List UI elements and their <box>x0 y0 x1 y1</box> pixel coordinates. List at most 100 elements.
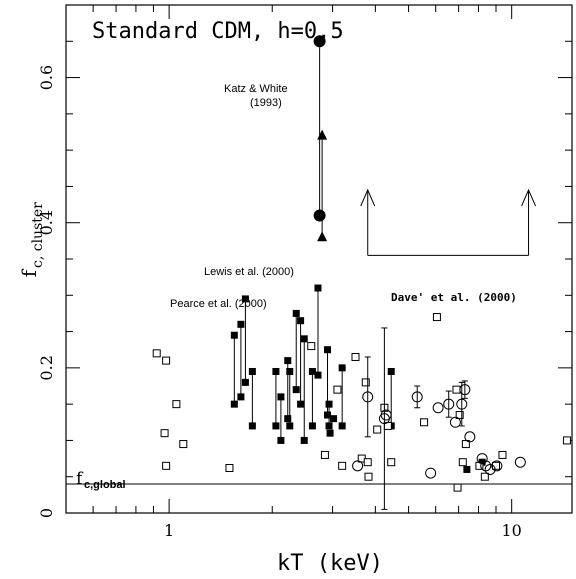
dave-arrow-head <box>360 188 376 207</box>
open-square-point <box>225 464 234 473</box>
open-square-point <box>458 458 467 467</box>
x-tick-label: 10 <box>501 521 521 540</box>
y-tick-label: 0 <box>37 508 56 518</box>
pearce-point <box>308 367 316 375</box>
y-tick-label: 0.6 <box>37 65 56 90</box>
katz-white-point <box>313 35 326 48</box>
x-tick-label: 1 <box>164 521 174 540</box>
open-square-point <box>480 472 489 481</box>
pearce-point <box>277 393 285 401</box>
pearce-point <box>277 436 285 444</box>
pearce-point <box>338 364 346 372</box>
open-square-point <box>455 411 464 420</box>
dave-arrow-head <box>521 188 536 207</box>
pearce-point <box>330 415 338 423</box>
open-circle-point <box>443 398 455 410</box>
open-square-point <box>333 385 342 394</box>
open-square-point <box>363 458 372 467</box>
pearce-point <box>241 295 249 303</box>
fc-global-label-main: f <box>76 469 84 489</box>
open-square-point <box>162 461 171 470</box>
pearce-point <box>284 357 292 365</box>
pearce-point <box>284 415 292 423</box>
pearce-point <box>300 335 308 343</box>
katz-white-label-line2: (1993) <box>250 97 282 109</box>
open-circle-point <box>432 402 444 414</box>
y-tick-label: 0.2 <box>37 355 56 380</box>
pearce-point <box>314 371 322 379</box>
pearce-point <box>286 367 294 375</box>
pearce-point <box>325 422 333 430</box>
pearce-point <box>463 465 471 473</box>
axis-ticks: 1 10 0 0.2 0.4 0.6 <box>37 4 572 540</box>
open-square-point <box>373 425 382 434</box>
pearce-point <box>324 411 332 419</box>
open-circle-point <box>484 463 496 475</box>
pearce-point <box>338 422 346 430</box>
pearce-point <box>297 400 305 408</box>
lewis-point <box>317 231 328 242</box>
y-axis-label: f c, cluster <box>17 202 46 278</box>
pearce-point <box>324 346 332 354</box>
open-square-point <box>432 313 441 322</box>
pearce-point <box>314 284 322 292</box>
pearce-point <box>326 429 334 437</box>
open-circle-point <box>514 456 526 468</box>
pearce-point <box>230 400 238 408</box>
pearce-point <box>325 400 333 408</box>
open-circle-point <box>411 391 423 403</box>
pearce-point <box>248 422 256 430</box>
open-square-point <box>361 378 370 387</box>
pearce-point <box>300 436 308 444</box>
open-circle-point <box>456 398 468 410</box>
x-axis-label: kT (keV) <box>277 551 383 576</box>
open-square-point <box>452 385 461 394</box>
open-square-point <box>387 458 396 467</box>
open-square-point <box>179 440 188 449</box>
pearce-point <box>286 422 294 430</box>
pearce-point <box>248 367 256 375</box>
fc-global-label-sub: c,global <box>84 479 126 491</box>
plot-frame <box>65 4 573 514</box>
pearce-point <box>308 422 316 430</box>
pearce-point <box>237 393 245 401</box>
y-axis-label-sub: c, cluster <box>30 202 46 268</box>
open-circle-point <box>425 467 437 479</box>
open-circle-point <box>352 460 364 472</box>
lewis-label: Lewis et al. (2000) <box>204 266 294 278</box>
open-square-point <box>562 436 571 445</box>
open-square-point <box>498 450 507 459</box>
open-square-point <box>492 461 501 470</box>
pearce-point <box>272 367 280 375</box>
open-circle-point <box>464 431 476 443</box>
pearce-point <box>292 309 300 317</box>
pearce-point <box>272 422 280 430</box>
open-square-point <box>162 356 171 365</box>
open-square-point <box>320 450 329 459</box>
open-circle-point <box>362 391 374 403</box>
open-circle-point <box>449 416 461 428</box>
open-square-point <box>338 461 347 470</box>
pearce-label: Pearce et al. (2000) <box>170 298 267 310</box>
open-circle-point <box>380 409 392 421</box>
dave-label: Dave' et al. (2000) <box>391 291 517 304</box>
open-circle-point <box>476 453 488 465</box>
katz-white-point <box>313 209 326 222</box>
open-circle-point <box>459 384 471 396</box>
pearce-point <box>237 320 245 328</box>
open-square-point <box>307 342 316 351</box>
open-square-point <box>152 349 161 358</box>
open-square-point <box>172 400 181 409</box>
open-square-point <box>160 429 169 438</box>
open-circle-point <box>491 460 503 472</box>
lewis-point <box>317 129 328 140</box>
y-tick-label: 0.4 <box>37 210 56 235</box>
open-square-point <box>453 483 462 492</box>
pearce-point <box>387 367 395 375</box>
chart-title: Standard CDM, h=0.5 <box>92 19 344 44</box>
open-square-point <box>420 418 429 427</box>
pearce-point <box>241 378 249 386</box>
pearce-point <box>292 386 300 394</box>
pearce-point <box>297 317 305 325</box>
